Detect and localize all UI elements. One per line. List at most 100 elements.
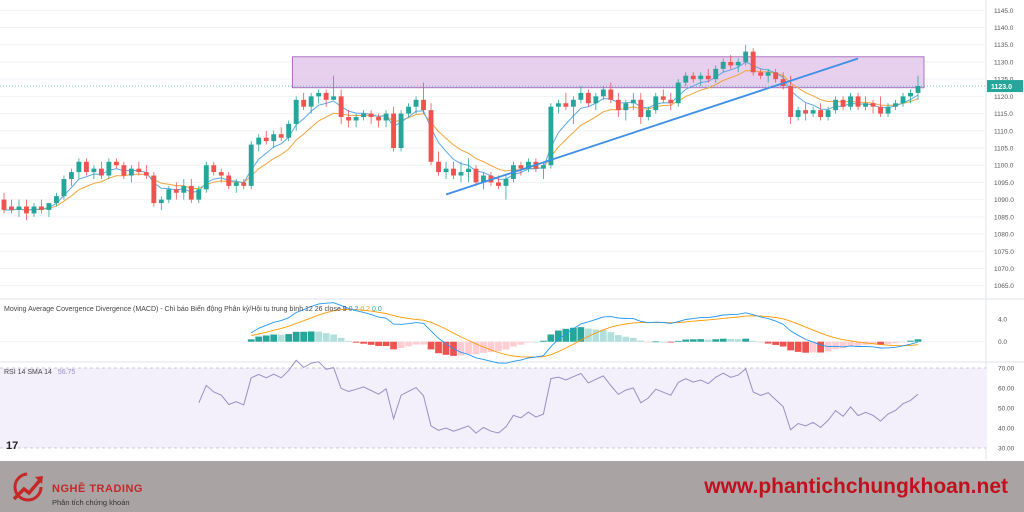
candle-body <box>863 103 868 107</box>
macd-histogram-bar <box>712 339 720 342</box>
macd-histogram-bar <box>442 341 450 355</box>
macd-histogram-bar <box>914 339 922 342</box>
candle-body <box>323 92 329 100</box>
candle-body <box>473 168 479 183</box>
macd-histogram-bar <box>622 336 630 342</box>
price-tick-label: 1145.0 <box>994 8 1014 15</box>
macd-histogram-bar <box>674 340 682 342</box>
candle-body <box>316 92 322 97</box>
macd-histogram-bar <box>285 334 293 342</box>
macd-histogram-bar <box>330 334 338 342</box>
macd-histogram-bar <box>809 341 817 353</box>
candle-body <box>645 110 651 118</box>
candle-body <box>121 165 127 176</box>
candle-body <box>151 175 157 204</box>
macd-histogram-bar <box>570 327 577 342</box>
candle-body <box>188 185 194 200</box>
candle-body <box>9 206 14 210</box>
rsi-line <box>198 359 919 434</box>
candle-body <box>570 99 576 107</box>
signal-value: 0.2 <box>360 306 371 313</box>
macd-histogram-bar <box>757 341 765 343</box>
candle-body <box>705 75 711 80</box>
macd-histogram-bar <box>817 341 824 353</box>
macd-tick-label: 4.0 <box>998 316 1007 323</box>
macd-histogram-bar <box>412 341 420 345</box>
macd-histogram-bar <box>629 337 637 342</box>
candle-body <box>728 61 734 66</box>
slow-moving-average-line <box>4 70 919 211</box>
candle-body <box>128 168 134 176</box>
candle-body <box>361 113 367 118</box>
candle-body <box>563 103 569 107</box>
macd-title: Moving Average Covergence Divergence (MA… <box>4 306 347 313</box>
candle-body <box>1 199 7 210</box>
price-tick-label: 1090.0 <box>994 197 1014 204</box>
macd-histogram-bar <box>322 333 330 342</box>
price-tick-label: 1105.0 <box>994 146 1014 153</box>
candle-body <box>915 86 921 93</box>
candle-body <box>788 86 794 118</box>
macd-line <box>250 302 919 364</box>
macd-histogram-bar <box>869 341 877 345</box>
candle-body <box>615 99 621 111</box>
candle-body <box>436 161 441 173</box>
candle-body <box>398 113 404 148</box>
chart-area: 1145.01140.01135.01130.01125.01120.01115… <box>0 0 1024 460</box>
candle-body <box>893 103 898 107</box>
macd-histogram-bar <box>375 341 382 346</box>
macd-histogram-bar <box>667 341 675 343</box>
macd-tick-label: 0.0 <box>998 339 1007 346</box>
macd-histogram-bar <box>487 341 495 352</box>
candle-body <box>555 103 561 107</box>
candle-body <box>608 89 614 100</box>
price-tick-label: 1120.0 <box>994 94 1014 101</box>
current-price-label: 1123.0 <box>991 84 1012 91</box>
candle-body <box>600 89 606 97</box>
macd-histogram-bar <box>727 339 735 342</box>
rsi-tick-label: 30.00 <box>998 446 1015 453</box>
macd-histogram-bar <box>734 339 742 342</box>
candle-body <box>428 110 434 162</box>
macd-histogram-bar <box>877 341 884 345</box>
candle-body <box>353 117 359 121</box>
candle-body <box>203 165 209 190</box>
macd-histogram-bar <box>614 335 622 342</box>
macd-histogram-bar <box>397 341 405 348</box>
macd-histogram-bar <box>562 328 570 342</box>
candle-body <box>458 172 464 176</box>
price-tick-label: 1130.0 <box>994 59 1014 66</box>
candle-body <box>848 96 854 107</box>
candle-body <box>585 92 591 104</box>
candle-body <box>293 99 299 124</box>
candle-body <box>758 72 764 76</box>
macd-histogram-bar <box>704 339 712 342</box>
candle-body <box>840 99 846 107</box>
current-price-label-box <box>987 80 1023 93</box>
price-tick-label: 1100.0 <box>994 163 1014 170</box>
candle-body <box>278 134 284 138</box>
candle-body <box>810 110 816 114</box>
candle-body <box>795 110 801 118</box>
macd-histogram-bar <box>644 341 652 343</box>
price-tick-label: 1085.0 <box>994 214 1014 221</box>
macd-histogram-bar <box>502 341 510 350</box>
candle-body <box>833 99 839 111</box>
candle-body <box>466 168 471 173</box>
candle-body <box>106 161 112 176</box>
candle-body <box>825 110 831 118</box>
candle-body <box>331 96 337 100</box>
histogram-value: 0.0 <box>372 306 382 313</box>
candle-body <box>98 168 104 176</box>
rsi-tick-label: 70.00 <box>998 366 1015 373</box>
candle-body <box>406 106 411 114</box>
website-link[interactable]: www.phantichchungkhoan.net <box>704 475 1008 498</box>
macd-histogram-bar <box>652 341 660 343</box>
candle-body <box>113 161 119 166</box>
candle-body <box>24 206 29 214</box>
candle-body <box>248 144 254 186</box>
candle-body <box>713 68 719 80</box>
tradingview-logo: 17 <box>6 440 19 452</box>
rsi-tick-label: 50.00 <box>998 406 1015 413</box>
candle-body <box>878 106 883 114</box>
